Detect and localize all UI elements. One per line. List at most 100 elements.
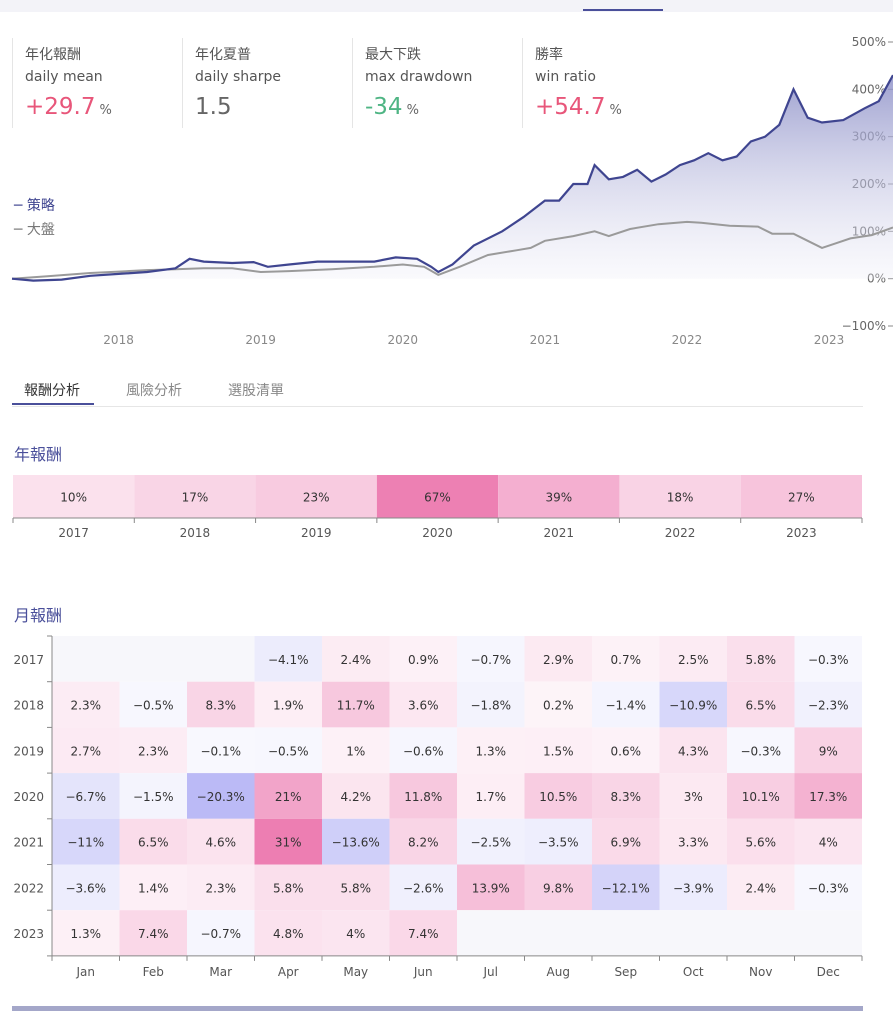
month-cell-label: −12.1% xyxy=(602,881,650,895)
month-cell xyxy=(457,864,525,911)
month-cell xyxy=(592,681,660,728)
month-cell-label: 2.9% xyxy=(543,653,574,667)
year-cell-label: 17% xyxy=(182,491,209,505)
month-cell xyxy=(389,727,457,774)
month-cell xyxy=(52,773,120,819)
monthly-return-heatmap: 2017 −4.1% 2.4% 0.9% −0.7% 2.9% 0.7% 2.5% 5.8% −0… xyxy=(13,635,863,979)
month-cell xyxy=(659,773,727,819)
metric-label-en: daily mean xyxy=(25,69,103,85)
metric-unit: % xyxy=(99,103,112,118)
month-cell xyxy=(794,773,862,819)
month-cell-label: 5.6% xyxy=(746,836,777,850)
month-cell xyxy=(524,636,592,682)
month-cell xyxy=(794,910,862,956)
month-cell-label: 5.8% xyxy=(341,881,372,895)
month-cell-label: 1.3% xyxy=(476,744,507,758)
month-cell xyxy=(187,636,255,682)
year-cell xyxy=(13,475,135,518)
month-cell-label: 2.7% xyxy=(71,744,102,758)
year-axis-label: 2018 xyxy=(180,526,211,540)
strategy-area xyxy=(12,75,893,281)
metric-label-zh: 年化夏普 xyxy=(195,47,251,63)
month-cell-label: 2.3% xyxy=(206,881,237,895)
month-cell xyxy=(389,773,457,819)
metric-label-zh: 最大下跌 xyxy=(365,47,421,63)
metric-sharpe: 年化夏普 daily sharpe 1.5 xyxy=(182,38,350,128)
legend-strategy[interactable]: ─ 策略 xyxy=(14,198,55,214)
month-cell xyxy=(457,727,525,774)
month-cell xyxy=(524,727,592,774)
month-cell-label: 11.8% xyxy=(404,790,442,804)
month-cell-label: 4.2% xyxy=(341,790,372,804)
month-cell xyxy=(119,910,187,956)
month-cell-label: −0.3% xyxy=(740,744,781,758)
month-cell xyxy=(524,681,592,728)
month-row-label: 2023 xyxy=(13,927,44,941)
month-cell-label: 2.4% xyxy=(341,653,372,667)
month-cell xyxy=(727,773,795,819)
month-cell-label: −2.3% xyxy=(808,699,849,713)
month-cell xyxy=(322,910,390,956)
month-cell xyxy=(457,636,525,682)
month-cell-label: 3% xyxy=(684,790,703,804)
year-cell-label: 10% xyxy=(60,491,87,505)
month-cell-label: 3.3% xyxy=(678,836,709,850)
month-column-label: May xyxy=(343,965,368,979)
month-cell xyxy=(457,818,525,865)
x-tick-label: 2018 xyxy=(103,333,134,347)
month-cell xyxy=(52,818,120,865)
month-row-label: 2017 xyxy=(13,653,44,667)
month-cell xyxy=(659,727,727,774)
monthly-section-title: 月報酬 xyxy=(14,606,63,625)
month-column-label: Sep xyxy=(614,965,637,979)
month-column-label: Apr xyxy=(278,965,299,979)
y-tick-label: 500% xyxy=(852,35,886,49)
year-axis-label: 2020 xyxy=(422,526,453,540)
month-cell-label: 4% xyxy=(346,927,365,941)
month-cell-label: 0.7% xyxy=(611,653,642,667)
metric-label-en: max drawdown xyxy=(365,69,473,85)
month-cell-label: 1.4% xyxy=(138,881,169,895)
year-axis-label: 2022 xyxy=(665,526,696,540)
month-cell xyxy=(727,910,795,956)
month-cell-label: 2.4% xyxy=(746,881,777,895)
month-cell xyxy=(389,636,457,682)
month-cell xyxy=(254,818,322,865)
month-cell-label: 4% xyxy=(819,836,838,850)
month-cell xyxy=(524,864,592,911)
month-cell-label: −20.3% xyxy=(197,790,245,804)
month-column-label: Jul xyxy=(483,965,498,979)
month-cell-label: 21% xyxy=(275,790,302,804)
month-cell-label: 8.2% xyxy=(408,836,439,850)
year-cell xyxy=(376,475,499,518)
month-cell-label: −0.5% xyxy=(268,744,309,758)
month-column-label: Mar xyxy=(209,965,232,979)
tab-stock-list[interactable]: 選股清單 xyxy=(228,383,284,399)
month-cell-label: 5.8% xyxy=(273,881,304,895)
x-tick-label: 2020 xyxy=(387,333,418,347)
month-cell-label: −3.6% xyxy=(65,881,106,895)
month-cell-label: 0.9% xyxy=(408,653,439,667)
month-row-label: 2020 xyxy=(13,790,44,804)
month-cell-label: 4.8% xyxy=(273,927,304,941)
month-cell xyxy=(592,864,660,911)
month-cell xyxy=(659,864,727,911)
bottom-divider xyxy=(12,1006,863,1011)
month-cell-label: 1.9% xyxy=(273,699,304,713)
month-row-label: 2022 xyxy=(13,881,44,895)
tab-risk-analysis[interactable]: 風險分析 xyxy=(126,383,182,399)
month-cell xyxy=(592,773,660,819)
month-cell-label: −4.1% xyxy=(268,653,309,667)
month-cell-label: −10.9% xyxy=(669,699,717,713)
month-row-label: 2021 xyxy=(13,836,44,850)
tab-return-analysis[interactable]: 報酬分析 xyxy=(24,383,80,399)
month-column-label: Oct xyxy=(683,965,704,979)
y-tick-label: −100% xyxy=(842,319,886,333)
legend-market[interactable]: ─ 大盤 xyxy=(14,222,55,238)
month-cell xyxy=(187,864,255,911)
month-cell xyxy=(322,681,390,728)
month-column-label: Nov xyxy=(749,965,772,979)
metric-label-en: daily sharpe xyxy=(195,69,281,85)
month-cell xyxy=(187,910,255,956)
month-row-label: 2018 xyxy=(13,699,44,713)
